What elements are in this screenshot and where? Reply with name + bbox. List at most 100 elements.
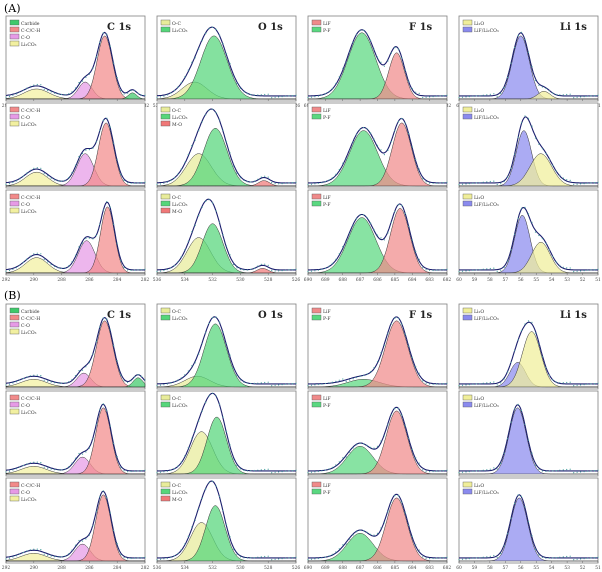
x-tick-label: 286 (85, 566, 94, 571)
x-tick-label: 288 (57, 566, 66, 571)
x-tick-label: 686 (373, 278, 382, 283)
data-point (317, 95, 319, 97)
data-point (291, 182, 294, 184)
data-point (29, 462, 31, 464)
data-point (345, 456, 347, 458)
data-point (587, 95, 589, 97)
data-point (461, 270, 464, 272)
data-point (548, 557, 551, 559)
data-point (163, 95, 165, 97)
data-point (33, 461, 35, 463)
legend-label: LiF/Li₂CO₃ (474, 202, 499, 208)
peak-carbide (6, 377, 146, 388)
data-point (187, 69, 189, 71)
legend-label: Li₂CO₃ (21, 42, 37, 48)
legend-swatch (9, 307, 20, 314)
data-point (514, 502, 516, 505)
data-point (166, 181, 168, 183)
data-point (113, 142, 115, 144)
legend-label: LiF/Li₂CO₃ (474, 28, 499, 34)
data-point (260, 556, 262, 558)
data-point (458, 184, 460, 186)
legend-swatch (311, 481, 322, 488)
legend-label: C-C/C-H (21, 195, 40, 201)
data-point (373, 228, 375, 231)
data-point (264, 175, 266, 177)
legend-swatch (9, 408, 20, 415)
data-point (191, 61, 193, 64)
data-point (163, 558, 165, 560)
data-point (496, 95, 498, 97)
data-point (267, 176, 269, 178)
data-point (517, 34, 519, 37)
data-point (130, 557, 132, 560)
x-tick-label: 530 (236, 566, 245, 571)
data-point (134, 470, 136, 472)
data-point (366, 373, 368, 375)
data-point (552, 470, 554, 472)
data-point (314, 270, 316, 272)
data-point (22, 551, 24, 554)
data-point (475, 383, 477, 385)
x-tick-label: 526 (292, 566, 301, 571)
data-point (468, 270, 470, 272)
legend-swatch (462, 394, 473, 401)
legend-label: Li₂CO₃ (172, 202, 188, 208)
data-point (191, 526, 193, 528)
data-point (19, 466, 21, 468)
data-point (458, 97, 460, 99)
data-point (439, 557, 441, 559)
data-point (271, 385, 273, 387)
data-point (486, 382, 488, 384)
data-point (243, 557, 245, 559)
data-point (548, 470, 551, 472)
data-point (281, 558, 283, 560)
data-point (387, 424, 389, 426)
peak-lif-li-co- (459, 407, 598, 475)
data-point (482, 181, 484, 183)
data-point (106, 117, 108, 119)
data-point (597, 382, 599, 384)
data-point (250, 94, 252, 96)
data-point (442, 95, 445, 97)
data-point (191, 365, 193, 367)
data-point (538, 468, 540, 470)
data-point (510, 517, 512, 519)
data-point (239, 556, 241, 558)
data-point (144, 556, 146, 558)
data-point (253, 267, 255, 269)
data-point (187, 447, 189, 449)
data-point (291, 557, 294, 559)
data-point (246, 557, 248, 559)
data-point (597, 556, 599, 558)
data-point (74, 375, 77, 377)
data-point (345, 380, 347, 383)
panel-title: F 1s (409, 310, 433, 321)
data-point (180, 549, 182, 551)
data-point (436, 182, 438, 184)
data-point (36, 374, 38, 376)
data-point (335, 464, 337, 466)
x-tick-label: 60 (456, 566, 462, 571)
data-point (159, 384, 162, 386)
data-point (552, 557, 554, 559)
data-point (281, 384, 283, 386)
data-point (383, 154, 385, 156)
data-point (422, 380, 424, 382)
legend-swatch (462, 19, 473, 26)
data-point (144, 469, 146, 471)
data-point (569, 267, 571, 269)
data-point (590, 182, 592, 184)
legend-label: Li₂CO₃ (172, 403, 188, 409)
data-point (36, 252, 38, 254)
data-point (194, 362, 196, 364)
data-point (205, 488, 207, 490)
data-point (127, 471, 129, 473)
data-point (314, 471, 316, 473)
data-point (120, 89, 122, 92)
data-point (580, 384, 582, 386)
data-point (475, 269, 477, 271)
x-tick-label: 528 (264, 566, 273, 571)
